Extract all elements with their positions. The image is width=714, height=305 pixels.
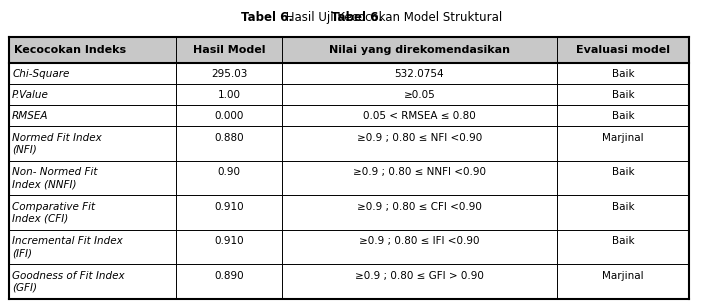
- Text: ≥0.9 ; 0.80 ≤ NFI <0.90: ≥0.9 ; 0.80 ≤ NFI <0.90: [357, 133, 482, 142]
- Text: Baik: Baik: [612, 236, 634, 246]
- Text: ≥0.9 ; 0.80 ≤ IFI <0.90: ≥0.9 ; 0.80 ≤ IFI <0.90: [359, 236, 480, 246]
- Text: Marjinal: Marjinal: [602, 271, 644, 281]
- Text: 0.90: 0.90: [218, 167, 241, 177]
- Text: Baik: Baik: [612, 111, 634, 121]
- Text: ≥0.9 ; 0.80 ≤ GFI > 0.90: ≥0.9 ; 0.80 ≤ GFI > 0.90: [355, 271, 484, 281]
- Text: Tabel 6. Hasil Uji Kecocokan Model Struktural: Tabel 6. Hasil Uji Kecocokan Model Struk…: [224, 11, 490, 24]
- Text: Marjinal: Marjinal: [602, 133, 644, 142]
- Text: 0.000: 0.000: [214, 111, 244, 121]
- Text: Normed Fit Index
(NFI): Normed Fit Index (NFI): [12, 133, 102, 155]
- Text: 0.05 < RMSEA ≤ 0.80: 0.05 < RMSEA ≤ 0.80: [363, 111, 476, 121]
- Text: ≥0.9 ; 0.80 ≤ CFI <0.90: ≥0.9 ; 0.80 ≤ CFI <0.90: [357, 202, 482, 212]
- Text: Hasil Model: Hasil Model: [193, 45, 266, 55]
- Text: ≥0.9 ; 0.80 ≤ NNFI <0.90: ≥0.9 ; 0.80 ≤ NNFI <0.90: [353, 167, 486, 177]
- Text: Non- Normed Fit
Index (NNFI): Non- Normed Fit Index (NNFI): [12, 167, 98, 189]
- Text: Evaluasi model: Evaluasi model: [576, 45, 670, 55]
- Text: Baik: Baik: [612, 69, 634, 79]
- Text: Comparative Fit
Index (CFI): Comparative Fit Index (CFI): [12, 202, 95, 224]
- Text: 1.00: 1.00: [218, 90, 241, 100]
- Text: Baik: Baik: [612, 202, 634, 212]
- Text: RMSEA: RMSEA: [12, 111, 49, 121]
- Text: Tabel 6.: Tabel 6.: [331, 11, 383, 24]
- Text: Tabel 6.: Tabel 6.: [241, 11, 293, 24]
- Text: Baik: Baik: [612, 90, 634, 100]
- Text: 532.0754: 532.0754: [395, 69, 444, 79]
- Bar: [9, 37, 689, 63]
- Text: Baik: Baik: [612, 167, 634, 177]
- Text: 295.03: 295.03: [211, 69, 247, 79]
- Text: 0.890: 0.890: [214, 271, 244, 281]
- Text: Kecocokan Indeks: Kecocokan Indeks: [14, 45, 126, 55]
- Text: ≥0.05: ≥0.05: [403, 90, 436, 100]
- Text: 0.910: 0.910: [214, 202, 244, 212]
- Text: Hasil Uji Kecocokan Model Struktural: Hasil Uji Kecocokan Model Struktural: [283, 11, 503, 24]
- Text: 0.880: 0.880: [214, 133, 244, 142]
- Text: Incremental Fit Index
(IFI): Incremental Fit Index (IFI): [12, 236, 123, 258]
- Text: Goodness of Fit Index
(GFI): Goodness of Fit Index (GFI): [12, 271, 125, 292]
- Text: Chi-Square: Chi-Square: [12, 69, 69, 79]
- Text: Nilai yang direkomendasikan: Nilai yang direkomendasikan: [329, 45, 510, 55]
- Text: P.Value: P.Value: [12, 90, 49, 100]
- Text: 0.910: 0.910: [214, 236, 244, 246]
